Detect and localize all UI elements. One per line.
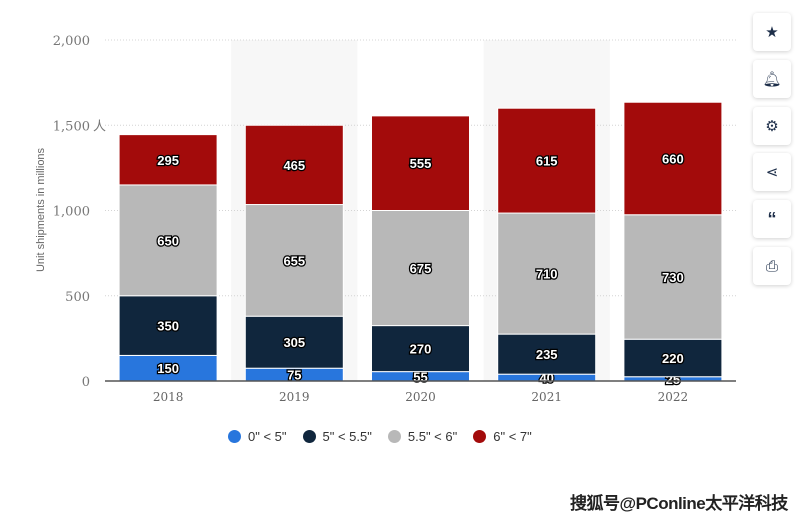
print-icon[interactable]: ⎙ (753, 247, 791, 285)
share-icon[interactable]: ⋖ (753, 153, 791, 191)
legend-dot (387, 430, 401, 443)
data-label: 615 (536, 154, 558, 169)
data-label: 305 (283, 335, 305, 350)
y-tick-label: 0 (82, 375, 90, 390)
data-label: 675 (410, 261, 432, 276)
legend-label: 6" < 7" (493, 429, 532, 444)
legend-dot (302, 430, 316, 443)
data-label: 650 (157, 233, 179, 248)
legend-item[interactable]: 6" < 7" (473, 429, 532, 444)
data-label: 465 (283, 158, 305, 173)
stacked-bar-chart: 0 500 1,000 1,500 2,000 人 Unit shipments in mi… (35, 34, 736, 404)
x-tick-label: 2018 (153, 390, 184, 404)
y-tick-label: 500 (65, 290, 90, 305)
x-tick-label: 2020 (405, 390, 436, 404)
bar-segment (371, 210, 470, 327)
y-tick-label: 1,500 (53, 119, 90, 134)
bar-segment (371, 115, 470, 211)
gear-icon[interactable]: ⚙ (753, 107, 791, 145)
data-label: 235 (536, 347, 558, 362)
x-tick-label: 2019 (279, 390, 310, 404)
data-label: 555 (410, 156, 432, 171)
data-label: 655 (283, 253, 305, 268)
bar-segment (623, 338, 723, 378)
y-tick-label: 1,000 (53, 205, 90, 220)
bar-segment (118, 295, 218, 356)
bar-segment (118, 134, 218, 186)
data-label: 150 (157, 361, 179, 376)
data-label: 75 (287, 368, 301, 383)
data-label: 270 (410, 342, 432, 357)
bar-segment (244, 124, 344, 206)
bar-segment (371, 325, 470, 373)
legend-label: 0" < 5" (248, 429, 287, 444)
bar-segment (244, 315, 344, 369)
star-icon[interactable]: ★ (753, 13, 791, 51)
legend-dot (473, 430, 487, 443)
data-label: 730 (662, 270, 684, 285)
data-label: 295 (157, 153, 179, 168)
y-axis-title: Unit shipments in millions (35, 147, 47, 272)
quote-icon[interactable]: “ (753, 200, 791, 238)
y-tick-label: 2,000 (53, 34, 90, 49)
watermark: 搜狐号@PConline太平洋科技 (570, 494, 788, 513)
legend-item[interactable]: 5.5" < 6" (387, 429, 458, 444)
legend-dot (228, 430, 241, 443)
bar-segment (118, 184, 218, 297)
legend-label: 5" < 5.5" (322, 429, 372, 444)
bar-segment (623, 101, 723, 216)
legend-label: 5.5" < 6" (407, 429, 458, 444)
bar-segment (244, 204, 344, 317)
data-label: 660 (662, 151, 684, 166)
bar-segment (497, 107, 597, 214)
data-label: 710 (536, 267, 558, 282)
bell-icon[interactable]: 🔔︎ (753, 60, 791, 98)
legend: 0" < 5" 5" < 5.5" 5.5" < 6" 6" < 7" (228, 429, 532, 444)
bar-segment (623, 214, 723, 340)
x-tick-label: 2022 (658, 390, 689, 404)
annotation: 人 (93, 118, 106, 133)
data-label: 350 (157, 319, 179, 334)
x-tick-label: 2021 (531, 390, 562, 404)
bar-segment (497, 212, 597, 335)
data-label: 220 (662, 351, 684, 366)
legend-item[interactable]: 5" < 5.5" (302, 429, 372, 444)
legend-item[interactable]: 0" < 5" (228, 429, 287, 444)
bar-segment (497, 333, 597, 375)
